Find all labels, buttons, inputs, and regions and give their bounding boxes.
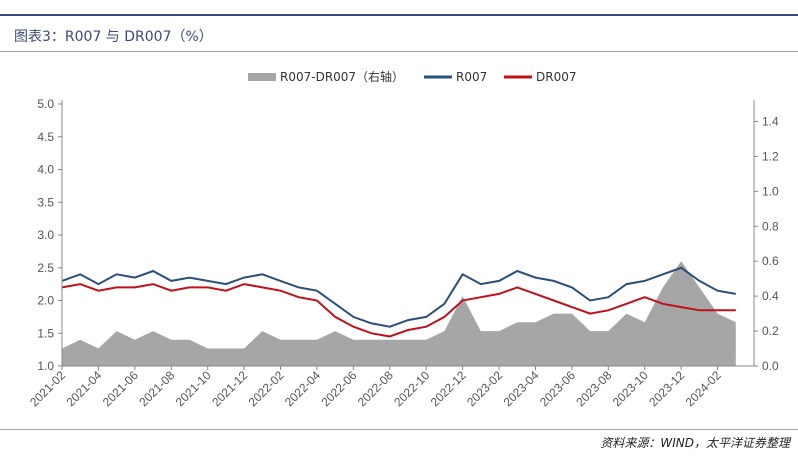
x-tick-label: 2023-06 bbox=[537, 368, 578, 409]
chart-title: 图表3：R007 与 DR007（%） bbox=[14, 29, 213, 45]
x-tick-label: 2023-02 bbox=[464, 368, 505, 409]
top-rule bbox=[0, 14, 798, 16]
legend: R007-DR007（右轴） R007 DR007 bbox=[248, 69, 576, 84]
left-tick-label: 3.5 bbox=[37, 195, 54, 209]
left-tick-label: 1.0 bbox=[37, 359, 54, 373]
left-tick-label: 1.5 bbox=[37, 326, 54, 340]
left-tick-label: 2.5 bbox=[37, 261, 54, 275]
x-tick-label: 2023-10 bbox=[610, 368, 651, 409]
series-line-r007 bbox=[61, 266, 736, 328]
x-tick-label: 2022-02 bbox=[246, 368, 287, 409]
x-tick-label: 2021-04 bbox=[63, 368, 104, 409]
right-tick-label: 1.2 bbox=[762, 149, 779, 163]
x-tick-label: 2021-02 bbox=[27, 368, 68, 409]
source-note: 资料来源：WIND，太平洋证券整理 bbox=[600, 436, 790, 450]
right-tick-label: 0.6 bbox=[762, 254, 779, 268]
left-tick-label: 5.0 bbox=[37, 97, 54, 111]
right-tick-label: 0.0 bbox=[762, 359, 779, 373]
right-tick-label: 0.4 bbox=[762, 289, 779, 303]
right-tick-label: 1.0 bbox=[762, 184, 779, 198]
x-tick-label: 2023-04 bbox=[501, 368, 542, 409]
x-tick-label: 2022-06 bbox=[318, 368, 359, 409]
legend-label-dr007: DR007 bbox=[536, 70, 576, 84]
x-tick-label: 2022-12 bbox=[428, 368, 469, 409]
x-tick-label: 2024-02 bbox=[683, 368, 724, 409]
series-line-dr007 bbox=[61, 283, 736, 338]
footer-divider bbox=[0, 429, 798, 430]
right-tick-label: 0.8 bbox=[762, 219, 779, 233]
x-tick-label: 2021-10 bbox=[173, 368, 214, 409]
chart: R007-DR007（右轴） R007 DR007 1.0 1.5 2.0 2.5 3.… bbox=[27, 69, 779, 409]
series-area-spread bbox=[62, 261, 736, 366]
left-tick-label: 3.0 bbox=[37, 228, 54, 242]
right-tick-label: 0.2 bbox=[762, 324, 779, 338]
x-tick-label: 2022-04 bbox=[282, 368, 323, 409]
x-tick-label: 2021-08 bbox=[136, 368, 177, 409]
left-tick-label: 4.0 bbox=[37, 163, 54, 177]
title-divider bbox=[0, 51, 798, 52]
right-tick-label: 1.4 bbox=[762, 114, 779, 128]
x-tick-label: 2022-10 bbox=[391, 368, 432, 409]
left-tick-label: 2.0 bbox=[37, 294, 54, 308]
x-tick-label: 2021-12 bbox=[209, 368, 250, 409]
legend-swatch-spread bbox=[248, 73, 276, 81]
x-tick-label: 2021-06 bbox=[100, 368, 141, 409]
legend-label-spread: R007-DR007（右轴） bbox=[280, 69, 404, 84]
legend-label-r007: R007 bbox=[456, 70, 487, 84]
plot-area bbox=[61, 261, 736, 366]
x-tick-label: 2022-08 bbox=[355, 368, 396, 409]
x-tick-label: 2023-08 bbox=[573, 368, 614, 409]
x-tick-label: 2023-12 bbox=[646, 368, 687, 409]
left-tick-label: 4.5 bbox=[37, 130, 54, 144]
